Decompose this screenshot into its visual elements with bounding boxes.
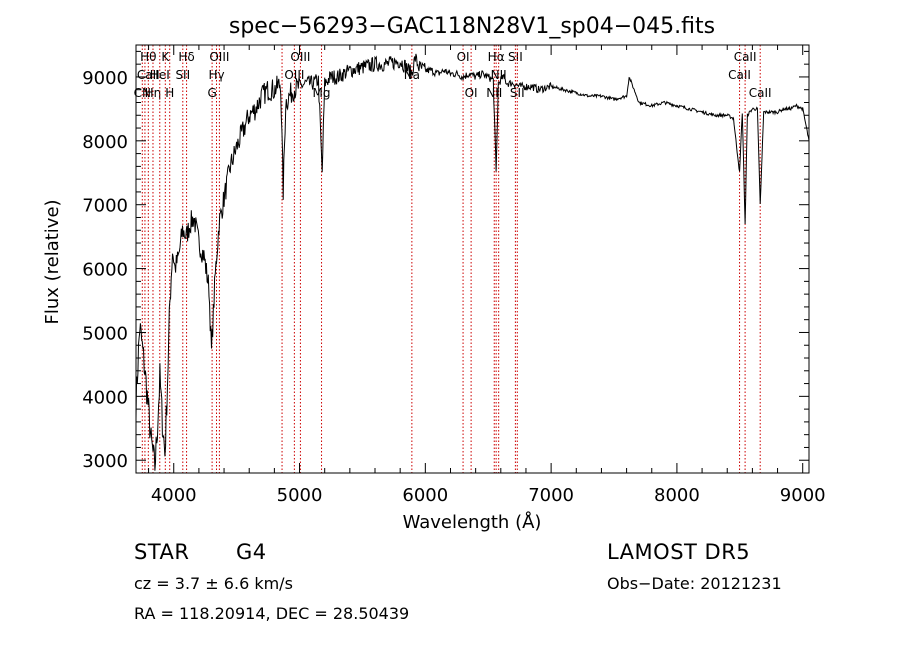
- line-label: K: [161, 50, 170, 64]
- line-label: CaII: [749, 86, 772, 100]
- y-tick-label: 7000: [82, 196, 128, 217]
- x-tick-label: 6000: [402, 485, 448, 506]
- line-label: Hα: [488, 50, 505, 64]
- line-label: OI: [457, 50, 470, 64]
- x-tick-label: 7000: [528, 485, 574, 506]
- x-tick-label: 9000: [780, 485, 826, 506]
- line-label: SII: [510, 86, 525, 100]
- observation-date: Obs−Date: 20121231: [607, 574, 782, 593]
- line-label: Hθ: [140, 50, 156, 64]
- line-label: Hδ: [178, 50, 194, 64]
- survey-name: LAMOST DR5: [607, 540, 751, 564]
- x-tick-label: 5000: [277, 485, 323, 506]
- spectral-line-markers: CNHθCaIIHηHeIKHSIIHδGHγOIIIOIIIOIIIMgNaO…: [134, 45, 772, 473]
- coordinates: RA = 118.20914, DEC = 28.50439: [134, 604, 410, 623]
- line-label: CaII: [137, 68, 160, 82]
- x-tick-label: 8000: [654, 485, 700, 506]
- object-subclass: G4: [236, 540, 267, 564]
- line-label: H: [165, 86, 174, 100]
- line-label: Hη: [145, 86, 162, 100]
- chart-title: spec−56293−GAC118N28V1_sp04−045.fits: [229, 14, 715, 39]
- line-label: CaII: [734, 50, 757, 64]
- object-class: STAR: [134, 540, 190, 564]
- x-tick-label: 4000: [151, 485, 197, 506]
- spectrum-series: [135, 53, 810, 471]
- line-label: NII: [486, 86, 502, 100]
- spectrum-line: [135, 53, 810, 471]
- line-label: SII: [508, 50, 523, 64]
- plot-frame: [135, 44, 810, 474]
- y-tick-label: 8000: [82, 132, 128, 153]
- line-label: OIII: [290, 50, 310, 64]
- line-label: Na: [404, 68, 420, 82]
- line-label: Mg: [313, 86, 331, 100]
- y-tick-label: 6000: [82, 260, 128, 281]
- x-axis-label: Wavelength (Å): [403, 511, 542, 533]
- redshift-value: cz = 3.7 ± 6.6 km/s: [134, 574, 293, 593]
- y-axis: 3000 4000 5000 6000 7000 8000 9000: [82, 50, 809, 472]
- line-label: HeI: [150, 68, 170, 82]
- y-tick-label: 5000: [82, 323, 128, 344]
- line-label: Hγ: [208, 68, 224, 82]
- x-axis: 4000 5000 6000 7000 8000 9000: [148, 45, 826, 506]
- y-tick-label: 4000: [82, 387, 128, 408]
- y-axis-label: Flux (relative): [42, 199, 63, 324]
- line-label: SII: [175, 68, 190, 82]
- line-label: CaII: [728, 68, 751, 82]
- y-tick-label: 3000: [82, 451, 128, 472]
- line-label: OI: [465, 86, 478, 100]
- line-label: G: [207, 86, 216, 100]
- line-label: OIII: [209, 50, 229, 64]
- line-label: OIII: [284, 68, 304, 82]
- y-tick-label: 9000: [82, 68, 128, 89]
